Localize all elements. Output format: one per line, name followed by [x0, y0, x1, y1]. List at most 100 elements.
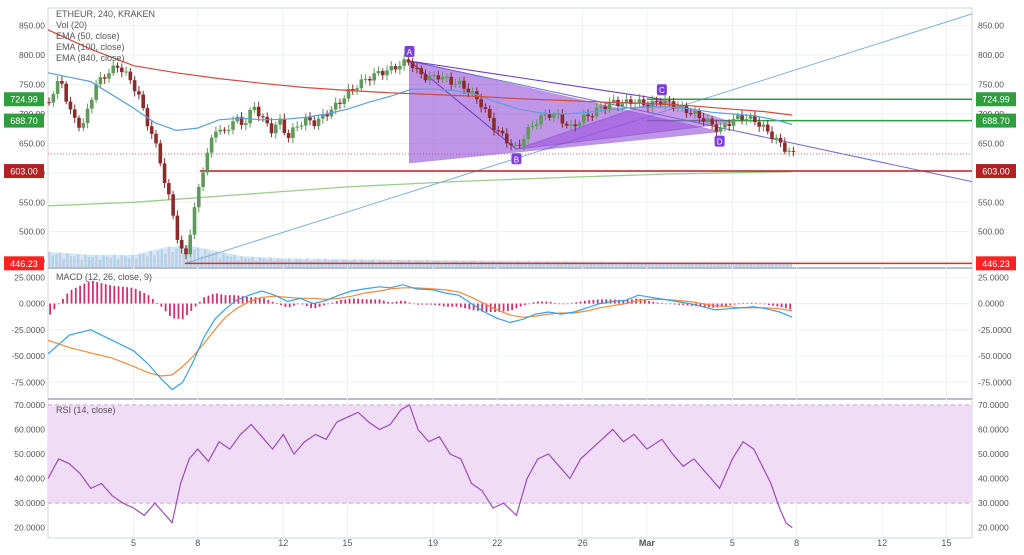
candle-body[interactable] [393, 66, 398, 70]
candle-body[interactable] [85, 108, 90, 124]
candle-body[interactable] [119, 67, 124, 73]
candle-body[interactable] [470, 91, 475, 94]
candle-body[interactable] [68, 101, 73, 110]
candle-body[interactable] [560, 113, 565, 124]
candle-body[interactable] [483, 107, 488, 109]
candle-body[interactable] [132, 80, 137, 92]
pattern-point-b[interactable] [511, 153, 522, 165]
candle-body[interactable] [556, 113, 560, 115]
candle-body[interactable] [376, 71, 381, 74]
candle-body[interactable] [303, 117, 308, 126]
candle-body[interactable] [757, 122, 761, 127]
candle-body[interactable] [128, 71, 133, 81]
candle-body[interactable] [368, 78, 372, 81]
candle-body[interactable] [423, 74, 428, 81]
candle-body[interactable] [663, 100, 667, 105]
candle-body[interactable] [162, 163, 167, 184]
candle-body[interactable] [179, 239, 184, 249]
candle-body[interactable] [492, 117, 496, 131]
candle-body[interactable] [141, 94, 145, 109]
candle-body[interactable] [607, 102, 612, 110]
candle-body[interactable] [154, 133, 158, 144]
candle-body[interactable] [286, 133, 291, 139]
candle-body[interactable] [462, 80, 466, 89]
candle-body[interactable] [184, 248, 188, 255]
candle-body[interactable] [432, 75, 436, 77]
candle-body[interactable] [693, 111, 697, 114]
candle-body[interactable] [196, 186, 201, 208]
candle-body[interactable] [209, 137, 214, 153]
candle-body[interactable] [774, 137, 779, 140]
candle-body[interactable] [102, 77, 107, 79]
candle-body[interactable] [427, 76, 432, 81]
candle-body[interactable] [534, 124, 539, 126]
candle-body[interactable] [295, 126, 299, 128]
candle-body[interactable] [684, 105, 689, 114]
candle-body[interactable] [149, 126, 154, 134]
candle-body[interactable] [479, 99, 483, 108]
candle-body[interactable] [355, 88, 359, 90]
candle-body[interactable] [252, 106, 257, 110]
candle-body[interactable] [107, 73, 111, 79]
candle-body[interactable] [111, 65, 116, 74]
candle-body[interactable] [778, 137, 783, 143]
candle-body[interactable] [727, 124, 732, 126]
candle-body[interactable] [137, 91, 141, 95]
candle-body[interactable] [385, 70, 389, 76]
candle-body[interactable] [552, 114, 556, 118]
candle-body[interactable] [205, 152, 210, 173]
candle-body[interactable] [667, 100, 672, 102]
candle-body[interactable] [299, 125, 304, 127]
candle-body[interactable] [624, 99, 629, 104]
candle-body[interactable] [594, 107, 599, 117]
candle-body[interactable] [637, 99, 642, 104]
candle-body[interactable] [504, 133, 509, 144]
candle-body[interactable] [312, 120, 317, 127]
candle-body[interactable] [509, 143, 513, 146]
candle-body[interactable] [410, 62, 415, 69]
candle-body[interactable] [590, 116, 595, 118]
candle-body[interactable] [680, 105, 684, 107]
candle-body[interactable] [761, 124, 766, 127]
candle-body[interactable] [603, 106, 607, 110]
candle-body[interactable] [611, 99, 616, 103]
macd-pane[interactable] [47, 281, 972, 391]
candle-body[interactable] [316, 118, 321, 127]
candle-body[interactable] [321, 114, 325, 119]
candle-body[interactable] [308, 117, 312, 121]
candle-body[interactable] [47, 102, 51, 104]
candle-body[interactable] [350, 88, 355, 90]
pattern-point-d[interactable] [714, 135, 725, 147]
candle-body[interactable] [744, 118, 749, 120]
candle-body[interactable] [77, 117, 81, 128]
candle-body[interactable] [445, 76, 449, 78]
candle-body[interactable] [753, 115, 757, 123]
candle-body[interactable] [783, 142, 787, 152]
candle-body[interactable] [333, 102, 338, 110]
candle-body[interactable] [770, 131, 774, 140]
candle-body[interactable] [740, 115, 744, 120]
candle-body[interactable] [658, 101, 663, 105]
candle-body[interactable] [235, 116, 240, 122]
candle-body[interactable] [338, 102, 342, 104]
candle-body[interactable] [723, 124, 727, 128]
candle-body[interactable] [688, 113, 693, 115]
candle-body[interactable] [718, 127, 723, 132]
candle-body[interactable] [98, 77, 103, 85]
candle-body[interactable] [171, 194, 175, 216]
candle-body[interactable] [115, 65, 120, 68]
candle-body[interactable] [748, 115, 753, 119]
candle-body[interactable] [282, 118, 287, 134]
price-pane[interactable]: A B C D [47, 13, 973, 267]
candle-body[interactable] [372, 73, 376, 81]
candle-body[interactable] [564, 123, 569, 126]
candle-body[interactable] [791, 150, 796, 152]
candle-body[interactable] [261, 116, 265, 118]
candle-body[interactable] [539, 115, 543, 125]
candle-body[interactable] [599, 106, 603, 108]
candle-body[interactable] [569, 124, 573, 126]
candle-body[interactable] [453, 84, 458, 86]
candle-body[interactable] [51, 93, 56, 103]
candle-body[interactable] [231, 121, 235, 130]
pattern-point-a[interactable] [404, 45, 415, 57]
